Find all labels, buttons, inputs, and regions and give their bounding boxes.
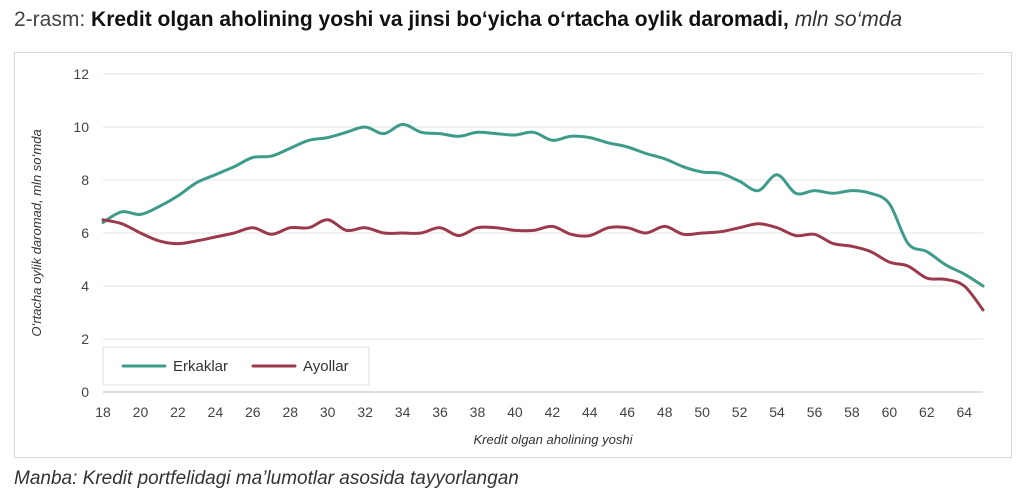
- x-tick-label: 52: [732, 404, 748, 420]
- x-tick-label: 30: [320, 404, 336, 420]
- series-line-ayollar: [101, 218, 985, 312]
- x-tick-label: 56: [807, 404, 823, 420]
- x-tick-label: 48: [657, 404, 673, 420]
- x-tick-label: 28: [282, 404, 298, 420]
- x-tick-label: 22: [170, 404, 186, 420]
- x-tick-label: 40: [507, 404, 523, 420]
- y-tick-label: 12: [73, 66, 89, 82]
- y-tick-label: 10: [73, 119, 89, 135]
- x-tick-label: 36: [432, 404, 448, 420]
- x-tick-label: 34: [395, 404, 411, 420]
- x-axis-title: Kredit olgan aholining yoshi: [474, 432, 634, 447]
- x-tick-label: 46: [619, 404, 635, 420]
- series-line-erkaklar: [101, 122, 985, 288]
- x-tick-label: 44: [582, 404, 598, 420]
- x-tick-label: 60: [882, 404, 898, 420]
- y-tick-label: 4: [81, 278, 89, 294]
- x-tick-label: 24: [208, 404, 224, 420]
- y-tick-label: 8: [81, 172, 89, 188]
- source-note: Manba: Kredit portfelidagi ma’lumotlar a…: [14, 468, 519, 489]
- x-tick-label: 54: [769, 404, 785, 420]
- title-unit: mln so‘mda: [794, 8, 903, 31]
- x-tick-label: 64: [956, 404, 972, 420]
- y-tick-label: 0: [81, 384, 89, 400]
- chart-frame: 0 2 4 6 8 10 12 18 20 22 24 26 28 30 32 34 36 38 40 42 44 46 4…: [14, 52, 1012, 458]
- x-tick-label: 18: [95, 404, 111, 420]
- chart-title: 2-rasm: Kredit olgan aholining yoshi va …: [14, 8, 902, 32]
- x-tick-label: 58: [844, 404, 860, 420]
- x-tick-label: 26: [245, 404, 261, 420]
- x-tick-label: 50: [694, 404, 710, 420]
- y-axis-title: O‘rtacha oylik daromad, mln so‘mda: [29, 129, 44, 336]
- x-tick-label: 32: [357, 404, 373, 420]
- x-tick-label: 42: [545, 404, 561, 420]
- legend-label-ayollar: Ayollar: [303, 358, 349, 375]
- y-tick-label: 2: [81, 331, 89, 347]
- figure-number: 2-rasm:: [14, 8, 86, 31]
- title-text: Kredit olgan aholining yoshi va jinsi bo…: [91, 8, 789, 31]
- y-tick-label: 6: [81, 225, 89, 241]
- legend-label-erkaklar: Erkaklar: [173, 358, 228, 375]
- x-tick-label: 20: [133, 404, 149, 420]
- x-tick-label: 38: [470, 404, 486, 420]
- x-tick-label: 62: [919, 404, 935, 420]
